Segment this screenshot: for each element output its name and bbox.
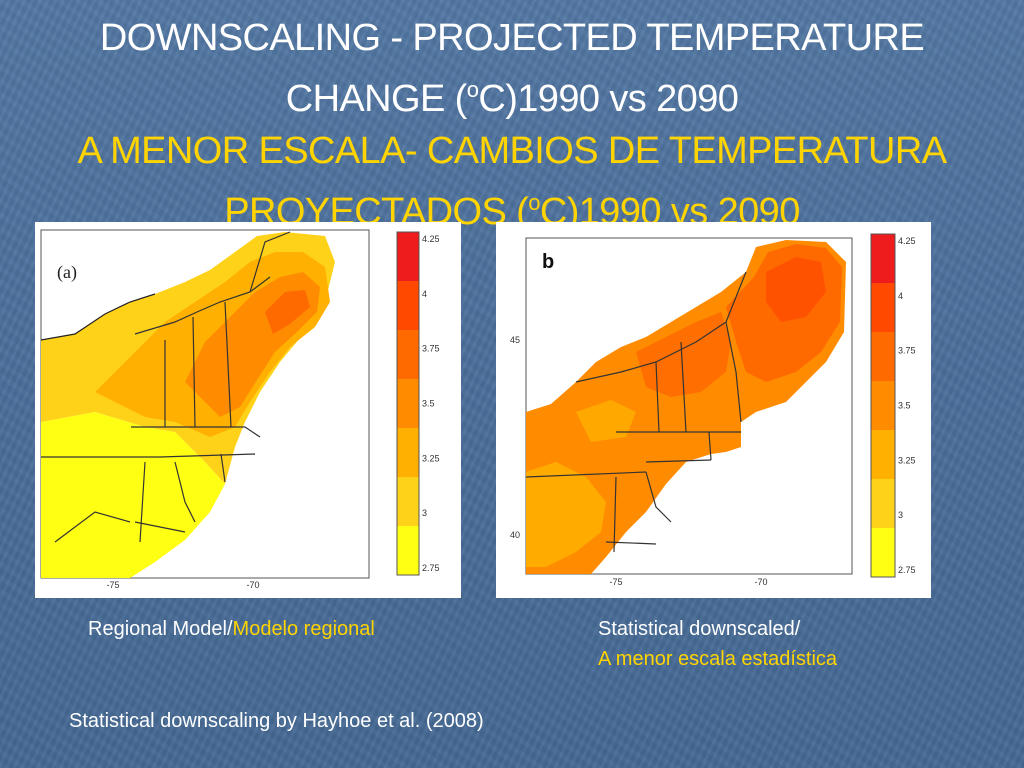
source-note: Statistical downscaling by Hayhoe et al.… xyxy=(69,710,484,732)
legend-tick-label: 3.25 xyxy=(898,455,916,465)
title-english-line-1: DOWNSCALING - PROJECTED TEMPERATURE xyxy=(99,17,925,59)
y-tick-label: 40 xyxy=(510,530,520,540)
regional-model-map: (a) -75 -70 4.25 4 3.75 3.5 3.25 3 2.75 xyxy=(40,229,440,590)
regional-model-map-panel: (a) -75 -70 4.25 4 3.75 3.5 3.25 3 2.75 xyxy=(35,222,461,598)
caption-english: Statistical downscaled/ xyxy=(598,618,801,640)
legend-color-band xyxy=(871,479,895,528)
title-english-suffix: C)1990 vs 2090 xyxy=(478,78,739,120)
statistical-downscaled-map: b 45 40 -75 -70 4.25 4 3.75 3.5 3.25 3 2.75 xyxy=(510,233,916,587)
caption-spanish: A menor escala estadística xyxy=(598,648,838,670)
panel-label-a: (a) xyxy=(57,262,77,283)
legend-color-band xyxy=(871,234,895,283)
legend-color-band xyxy=(397,330,419,379)
legend-color-band xyxy=(871,381,895,430)
regional-model-caption: Regional Model/Modelo regional xyxy=(88,614,375,644)
degree-symbol: o xyxy=(528,190,540,215)
x-axis-ticks: -75 -70 xyxy=(106,580,259,590)
slide-title: DOWNSCALING - PROJECTED TEMPERATURE CHAN… xyxy=(0,12,1024,238)
legend-color-band xyxy=(397,232,419,281)
x-tick-label: -75 xyxy=(609,577,622,587)
legend-tick-label: 4.25 xyxy=(898,236,916,246)
y-axis-ticks: 45 40 xyxy=(510,335,520,540)
legend-color-band xyxy=(397,379,419,428)
legend-tick-label: 4 xyxy=(422,289,427,299)
caption-english: Regional Model/ xyxy=(88,618,233,640)
legend-tick-label: 4 xyxy=(898,291,903,301)
legend-tick-label: 2.75 xyxy=(422,563,440,573)
x-tick-label: -70 xyxy=(754,577,767,587)
legend-color-band xyxy=(871,332,895,381)
panel-label-b: b xyxy=(542,251,554,273)
legend-color-band xyxy=(871,283,895,332)
y-tick-label: 45 xyxy=(510,335,520,345)
legend-color-band xyxy=(871,430,895,479)
legend-tick-label: 3.5 xyxy=(898,401,911,411)
title-english-line-2: CHANGE (oC)1990 vs 2090 xyxy=(0,64,1024,125)
legend-color-band xyxy=(397,281,419,330)
legend-tick-label: 3 xyxy=(898,510,903,520)
temperature-field xyxy=(41,231,335,578)
x-tick-label: -70 xyxy=(246,580,259,590)
color-legend: 4.25 4 3.75 3.5 3.25 3 2.75 xyxy=(870,233,916,578)
legend-tick-label: 3.25 xyxy=(422,453,440,463)
legend-tick-label: 3.75 xyxy=(422,344,440,354)
legend-tick-label: 3 xyxy=(422,508,427,518)
x-axis-ticks: -75 -70 xyxy=(609,577,767,587)
degree-symbol: o xyxy=(466,77,479,102)
x-tick-label: -75 xyxy=(106,580,119,590)
statistical-downscaled-map-panel: b 45 40 -75 -70 4.25 4 3.75 3.5 3.25 3 2.75 xyxy=(496,222,931,598)
statistical-downscaled-caption: Statistical downscaled/A menor escala es… xyxy=(598,614,837,674)
legend-tick-label: 4.25 xyxy=(422,234,440,244)
legend-color-band xyxy=(871,528,895,577)
legend-color-band xyxy=(397,428,419,477)
legend-tick-label: 2.75 xyxy=(898,565,916,575)
legend-frame xyxy=(870,233,896,578)
legend-tick-label: 3.75 xyxy=(898,346,916,356)
caption-spanish: Modelo regional xyxy=(232,618,375,640)
legend-tick-label: 3.5 xyxy=(422,399,435,409)
legend-color-band xyxy=(397,526,419,575)
temperature-field xyxy=(526,240,846,574)
title-english-prefix: CHANGE ( xyxy=(285,78,468,120)
legend-frame xyxy=(396,231,420,576)
title-spanish-line-1: A MENOR ESCALA- CAMBIOS DE TEMPERATURA xyxy=(77,130,948,172)
legend-color-band xyxy=(397,477,419,526)
color-legend: 4.25 4 3.75 3.5 3.25 3 2.75 xyxy=(396,231,440,576)
